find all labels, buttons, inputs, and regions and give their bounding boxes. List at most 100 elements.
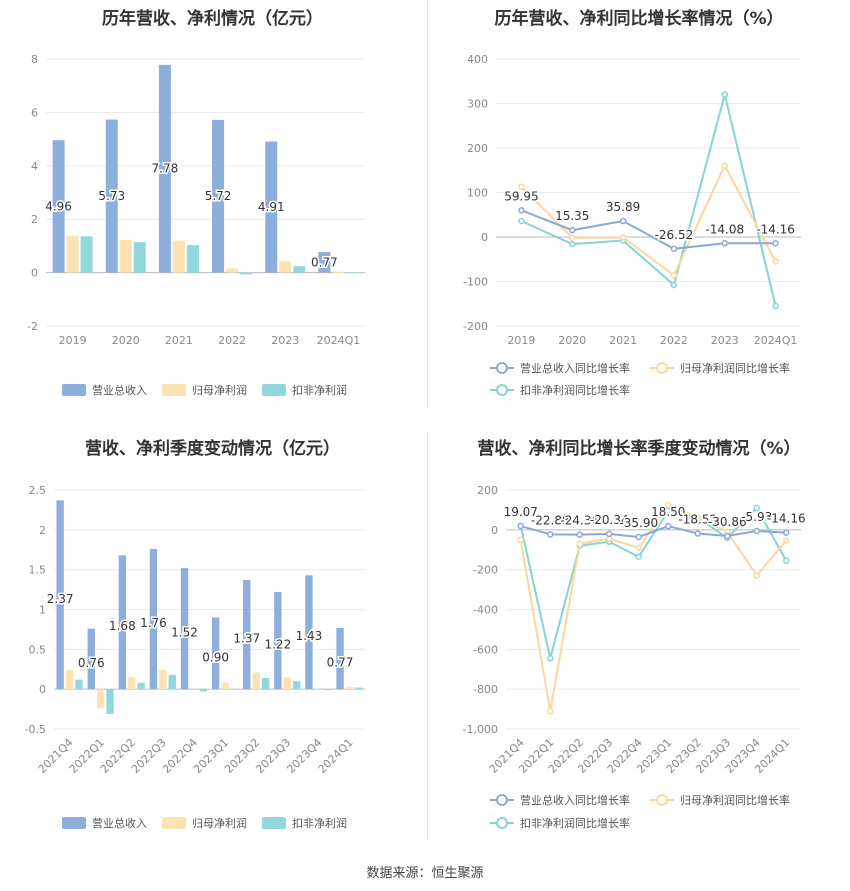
legend-swatch [62, 384, 86, 396]
x-tick-label: 2024Q1 [317, 334, 361, 347]
legend-label: 营业总收入同比增长率 [520, 361, 630, 375]
series-point [635, 533, 642, 541]
series-point [721, 162, 728, 170]
legend-marker [496, 794, 508, 806]
annual-growth-chart: -200 -100 0 100 200 300 400 59.95 15.35 35.89 -26.… [463, 53, 801, 397]
annual-amounts-panel: 历年营收、净利情况（亿元） -2 0 2 4 6 8 4.96 5.73 7.78 5.72 4.9… [0, 0, 425, 420]
series-point [694, 530, 701, 537]
legend-marker [496, 362, 508, 374]
bar-revenue [180, 568, 189, 690]
legend-label: 扣非净利润同比增长率 [520, 816, 630, 830]
series-line [521, 209, 776, 250]
x-tick-label: 2020 [112, 334, 140, 347]
x-tick-label: 2023 [271, 334, 299, 347]
data-label: -35.90 [619, 516, 658, 530]
bar-revenue [211, 617, 220, 690]
y-tick-label: 4 [31, 160, 38, 173]
data-label: 4.91 [258, 200, 285, 214]
data-label: 0.77 [327, 655, 354, 669]
legend-label: 营业总收入同比增长率 [520, 793, 630, 807]
chart-title: 营收、净利季度变动情况（亿元） [85, 439, 340, 459]
series-point [569, 240, 576, 248]
data-label: 0.76 [78, 656, 105, 670]
y-tick-label: 1.5 [29, 564, 47, 577]
bar-deducted-profit [355, 687, 363, 690]
series-point [517, 522, 524, 530]
annual-amounts-chart: -2 0 2 4 6 8 4.96 5.73 7.78 5.72 4.91 0.77 2019 2020 2… [27, 53, 365, 397]
series-point [665, 522, 672, 530]
bar-revenue [87, 628, 95, 690]
series-point [721, 240, 728, 247]
series-line [520, 525, 787, 539]
data-label: 5.73 [98, 189, 125, 203]
data-label: 1.22 [264, 638, 291, 652]
y-tick-label: -800 [473, 683, 498, 696]
bar-net-profit [345, 686, 354, 690]
bar-deducted-profit [133, 242, 146, 273]
data-label: -26.52 [655, 228, 694, 242]
y-tick-label: 8 [31, 53, 38, 66]
bar-deducted-profit [293, 266, 306, 273]
quarterly-amounts-panel: 营收、净利季度变动情况（亿元） -0.5 0 0.5 1 1.5 2 2.5 2.37 0.76… [0, 430, 425, 855]
data-label: 15.35 [555, 209, 589, 223]
legend-label: 归母净利润同比增长率 [680, 361, 790, 375]
series-point [721, 91, 728, 98]
series-point [783, 529, 790, 536]
bar-revenue [212, 119, 225, 273]
bar-deducted-profit [346, 272, 359, 274]
bar-revenue [118, 555, 127, 690]
y-tick-label: -100 [463, 276, 488, 289]
bar-revenue [305, 575, 313, 690]
data-source: 数据来源：恒生聚源 [366, 866, 484, 881]
bar-net-profit [65, 670, 74, 690]
series-point [517, 536, 524, 544]
data-label: 4.96 [45, 199, 72, 213]
series-point [518, 183, 525, 190]
bar-deducted-profit [292, 681, 301, 690]
data-label: 18.50 [651, 505, 685, 519]
legend-label: 扣非净利润 [292, 816, 347, 830]
y-tick-label: -600 [473, 643, 498, 656]
data-label: 1.76 [140, 616, 167, 630]
y-tick-label: 0 [481, 231, 488, 244]
data-label: -30.86 [708, 515, 747, 529]
y-tick-label: -200 [473, 564, 498, 577]
bar-revenue [265, 141, 278, 273]
x-tick-label: 2022 [660, 334, 688, 347]
bar-revenue [158, 64, 171, 273]
data-label: -14.08 [705, 222, 744, 236]
bar-net-profit [226, 268, 239, 273]
y-tick-label: 0 [491, 524, 498, 537]
legend-label: 归母净利润 [192, 816, 247, 830]
y-tick-label: -1,000 [463, 723, 498, 736]
series-point [547, 707, 554, 715]
x-tick-label: 2021 [165, 334, 193, 347]
data-label: 0.77 [311, 255, 338, 269]
data-label: 35.89 [606, 200, 640, 214]
x-tick-label: 2019 [507, 334, 535, 347]
series-point [753, 527, 760, 535]
data-label: -22.88 [531, 513, 570, 527]
y-tick-label: 100 [467, 187, 488, 200]
x-tick-label: 2023 [711, 334, 739, 347]
data-label: 1.43 [296, 629, 323, 643]
y-tick-label: 0 [31, 267, 38, 280]
quarterly-growth-chart: -1,000 -800 -600 -400 -200 0 200 19.07-22.88-24… [463, 484, 808, 830]
legend-label: 营业总收入 [92, 816, 147, 830]
legend-label: 营业总收入 [92, 383, 147, 397]
legend-label: 扣非净利润同比增长率 [520, 383, 630, 397]
series-point [576, 540, 583, 548]
panel-divider [427, 432, 428, 840]
data-label: 1.52 [171, 626, 198, 640]
quarterly-growth-panel: 营收、净利同比增长率季度变动情况（%） -1,000 -800 -600 -400 -2… [428, 430, 850, 855]
series-point [670, 281, 678, 289]
data-label: -20.34 [590, 513, 629, 527]
series-point [783, 557, 790, 564]
legend-swatch [162, 384, 186, 396]
x-tick-label: 2021 [609, 334, 637, 347]
bar-deducted-profit [80, 236, 93, 273]
bar-revenue [318, 252, 331, 273]
y-tick-label: 400 [467, 53, 488, 66]
legend-swatch [262, 817, 286, 829]
bar-net-profit [332, 271, 345, 273]
